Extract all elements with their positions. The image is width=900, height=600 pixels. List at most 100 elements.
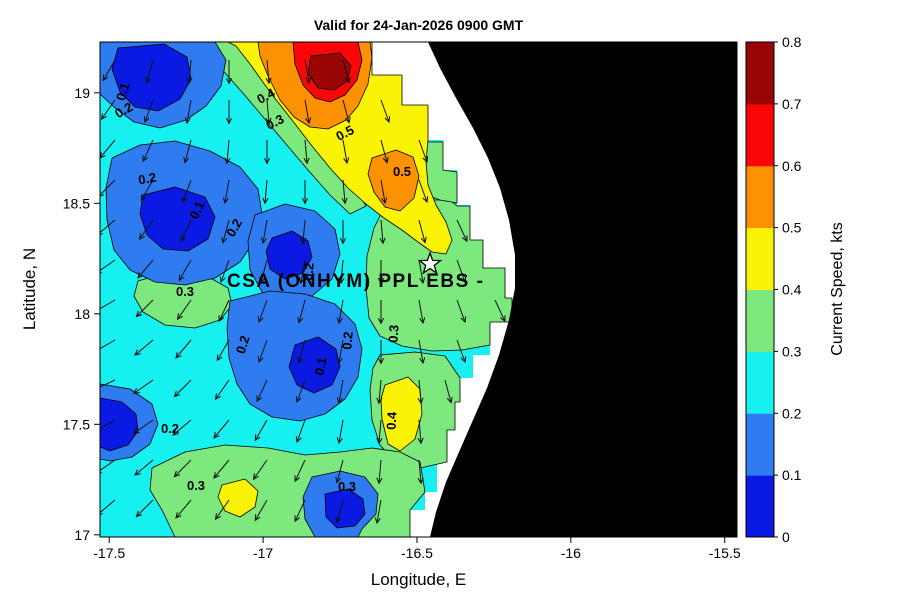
current-arrow [178,299,192,319]
current-arrow [100,459,116,473]
current-arrow [339,419,344,443]
current-arrow [297,419,306,442]
current-arrow [444,379,451,402]
current-arrow [145,99,154,122]
current-arrow [295,499,306,521]
contour-region-0.0-0.1 [139,186,216,252]
current-arrow [305,139,307,163]
contour-label: 0.3 [338,479,356,494]
colorbar-tick-label: 0 [782,529,790,545]
current-arrow [341,259,343,283]
colorbar-segment [746,351,774,414]
x-tick-label: -16.5 [401,545,433,561]
current-arrow [135,459,154,475]
current-arrow [418,339,423,363]
current-arrow [339,299,344,323]
current-arrow [265,179,267,203]
current-arrow [380,139,387,162]
current-arrow [143,139,154,161]
y-tick-label: 17 [74,527,90,543]
map-area: 0.10.20.40.30.50.2 0.50.10.20.20.30.2 0.2 0… [100,42,737,537]
colorbar-tick-label: 0.7 [782,96,802,112]
current-arrow [218,339,230,360]
current-arrow [337,499,344,522]
contour-label: 0.2 [137,170,157,188]
current-arrow [304,99,309,123]
current-arrow [173,419,192,435]
current-arrow [267,59,269,83]
current-arrow [134,419,154,433]
current-arrow [147,59,154,82]
current-arrow [339,379,344,403]
current-arrow [254,459,268,479]
current-arrow [216,499,230,519]
y-tick-label: 19 [74,85,90,101]
current-arrow [223,219,230,242]
contour-label: 0.5 [393,164,411,179]
current-arrow [221,259,230,282]
current-arrow [183,179,192,202]
colorbar-segment [746,165,774,229]
current-arrow [299,299,306,322]
current-arrow [102,99,116,119]
contour-label: 0.2 [300,262,317,281]
current-arrow [225,179,230,203]
contour-region-0.4-0.5 [217,478,259,518]
colorbar-label: Current Speed, kts [829,222,846,356]
current-arrow [256,499,268,520]
x-tick-label: -17.5 [93,545,125,561]
current-arrow [301,259,306,283]
site-marker-star [417,251,443,275]
colorbar-segment [746,227,774,290]
current-arrow [181,219,192,241]
colorbar-tick-label: 0.4 [782,282,802,298]
colorbar-tick-label: 0.3 [782,343,802,359]
current-arrow [380,179,385,203]
contour-region-0.0-0.1 [100,397,139,452]
current-arrow [104,59,116,80]
current-arrow [137,499,154,516]
chart-title: Valid for 24-Jan-2026 0900 GMT [313,17,524,33]
land-mask [428,42,737,537]
current-arrow [494,299,505,321]
y-tick-label: 18 [74,306,90,322]
current-arrow [135,339,154,355]
colorbar-tick-label: 0.6 [782,158,802,174]
current-arrow [100,419,116,432]
current-arrow [456,299,465,322]
current-arrow [175,459,192,476]
current-arrow [418,299,423,323]
colorbar-tick-label: 0.1 [782,467,802,483]
contour-label: 0.3 [187,478,205,493]
colorbar-segment [746,413,774,476]
contour-label: 0.2 [161,421,179,436]
current-arrow [256,419,268,440]
current-arrow [176,499,192,518]
x-axis-label: Longitude, E [370,570,467,589]
contour-label: 0.2 [339,331,356,350]
current-arrow [219,299,230,321]
current-arrow [100,179,116,196]
current-arrow [259,299,268,322]
current-arrow [142,179,154,200]
current-arrow [337,459,344,482]
current-arrow [100,339,116,352]
colorbar-segment [746,42,774,105]
current-arrow [381,219,383,243]
current-arrow [343,179,345,203]
current-arrow [187,99,192,123]
contour-region-0.7-0.8 [307,52,352,91]
current-arrow [214,419,230,438]
plot-border [99,41,738,538]
current-arrow [418,259,423,283]
current-arrow [185,139,192,162]
contour-region-0.0-0.1 [324,488,366,529]
current-arrow [176,339,192,358]
colorbar-segment [746,475,774,538]
current-arrow [339,339,344,363]
current-arrow [138,259,154,278]
colorbar-segment [746,289,774,352]
current-arrow [379,379,381,403]
current-arrow [419,379,421,403]
